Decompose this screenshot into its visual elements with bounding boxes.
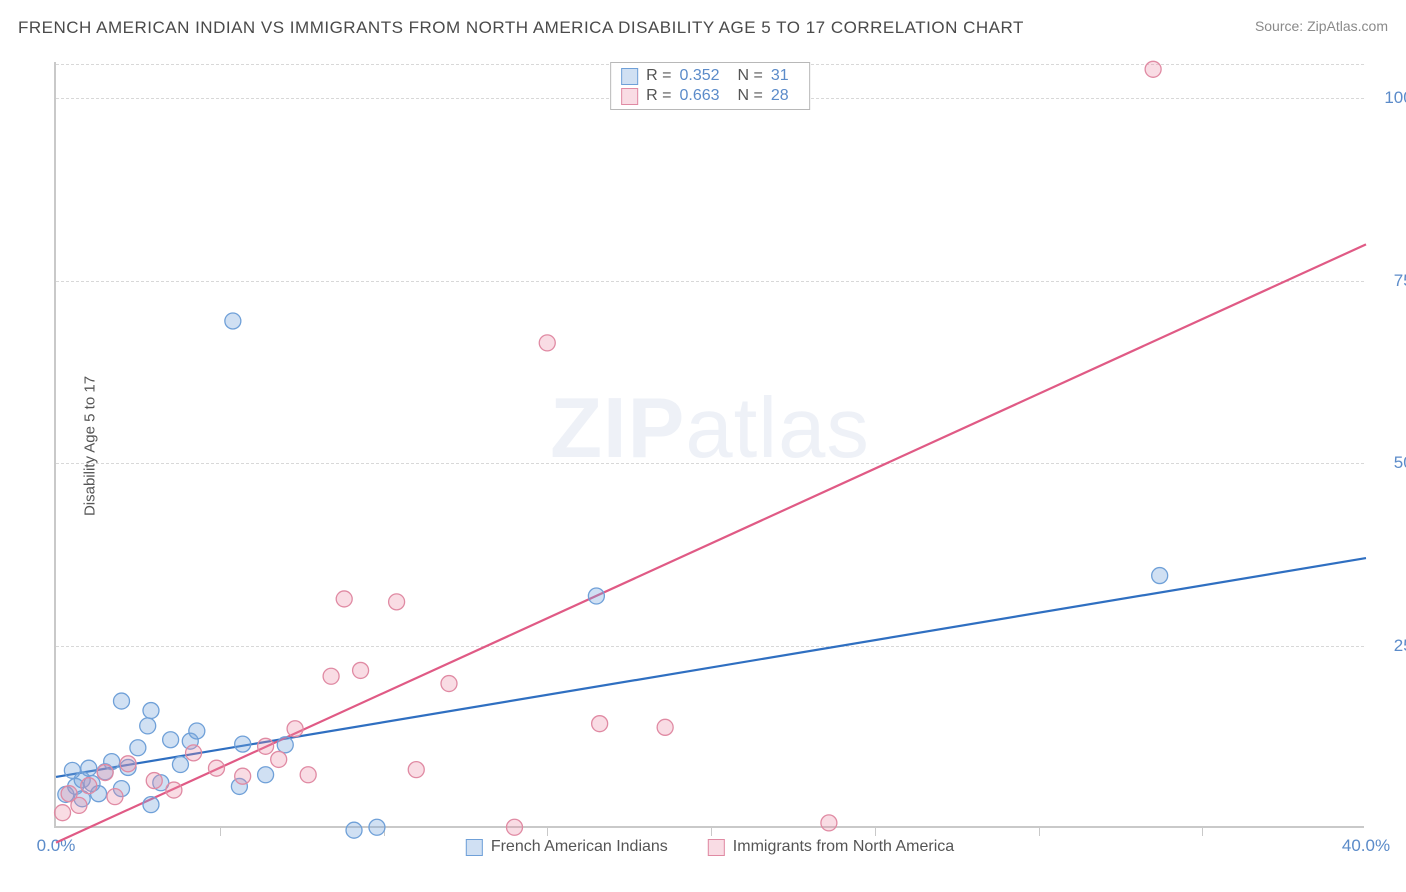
data-point-pink <box>208 760 224 776</box>
series-legend-item-blue: French American Indians <box>466 838 668 856</box>
n-label: N = <box>738 67 763 85</box>
data-point-pink <box>657 719 673 735</box>
data-point-blue <box>225 313 241 329</box>
r-label: R = <box>646 67 671 85</box>
data-point-blue <box>81 760 97 776</box>
y-tick-label: 75.0% <box>1394 271 1406 291</box>
data-point-blue <box>172 757 188 773</box>
data-point-pink <box>539 335 555 351</box>
x-tick <box>220 826 221 836</box>
data-point-pink <box>592 716 608 732</box>
data-point-pink <box>300 767 316 783</box>
data-point-blue <box>1152 568 1168 584</box>
scatter-svg <box>56 62 1364 826</box>
chart-title: FRENCH AMERICAN INDIAN VS IMMIGRANTS FRO… <box>18 18 1024 38</box>
data-point-blue <box>140 718 156 734</box>
x-tick <box>875 826 876 836</box>
data-point-pink <box>389 594 405 610</box>
x-tick <box>1202 826 1203 836</box>
data-point-pink <box>287 721 303 737</box>
data-point-pink <box>336 591 352 607</box>
series-legend-item-pink: Immigrants from North America <box>708 838 954 856</box>
data-point-blue <box>588 588 604 604</box>
data-point-blue <box>163 732 179 748</box>
swatch-pink-icon <box>708 839 725 856</box>
swatch-blue-icon <box>621 68 638 85</box>
y-tick-label: 50.0% <box>1394 453 1406 473</box>
data-point-blue <box>369 819 385 835</box>
chart-source: Source: ZipAtlas.com <box>1255 18 1388 34</box>
data-point-pink <box>1145 61 1161 77</box>
data-point-blue <box>130 740 146 756</box>
data-point-pink <box>120 756 136 772</box>
data-point-pink <box>186 745 202 761</box>
correlation-legend-row-blue: R = 0.352 N = 31 <box>621 67 799 85</box>
data-point-pink <box>258 738 274 754</box>
data-point-pink <box>146 773 162 789</box>
data-point-blue <box>143 703 159 719</box>
data-point-blue <box>277 737 293 753</box>
data-point-blue <box>235 736 251 752</box>
n-value-blue: 31 <box>771 67 799 85</box>
swatch-blue-icon <box>466 839 483 856</box>
data-point-pink <box>235 768 251 784</box>
x-tick <box>547 826 548 836</box>
regression-line-blue <box>56 558 1366 777</box>
x-tick-label: 0.0% <box>37 836 76 856</box>
data-point-pink <box>271 751 287 767</box>
n-value-pink: 28 <box>771 87 799 105</box>
data-point-blue <box>258 767 274 783</box>
series-legend: French American Indians Immigrants from … <box>466 838 954 856</box>
data-point-blue <box>114 693 130 709</box>
data-point-pink <box>408 762 424 778</box>
x-tick <box>711 826 712 836</box>
data-point-pink <box>81 778 97 794</box>
chart-plot-area: ZIPatlas 25.0%50.0%75.0%100.0% 0.0%40.0%… <box>54 62 1364 828</box>
data-point-pink <box>323 668 339 684</box>
data-point-blue <box>346 822 362 838</box>
swatch-pink-icon <box>621 88 638 105</box>
data-point-pink <box>97 765 113 781</box>
data-point-pink <box>107 789 123 805</box>
series-label-blue: French American Indians <box>491 838 668 856</box>
data-point-pink <box>821 815 837 831</box>
x-tick <box>1039 826 1040 836</box>
r-value-pink: 0.663 <box>680 87 730 105</box>
data-point-pink <box>353 662 369 678</box>
data-point-pink <box>166 782 182 798</box>
series-label-pink: Immigrants from North America <box>733 838 954 856</box>
r-value-blue: 0.352 <box>680 67 730 85</box>
data-point-pink <box>507 819 523 835</box>
r-label: R = <box>646 87 671 105</box>
regression-line-pink <box>56 244 1366 842</box>
data-point-pink <box>55 805 71 821</box>
chart-header: FRENCH AMERICAN INDIAN VS IMMIGRANTS FRO… <box>18 18 1388 38</box>
correlation-legend-row-pink: R = 0.663 N = 28 <box>621 87 799 105</box>
y-tick-label: 25.0% <box>1394 636 1406 656</box>
data-point-blue <box>143 797 159 813</box>
data-point-blue <box>189 723 205 739</box>
y-tick-label: 100.0% <box>1384 88 1406 108</box>
correlation-legend: R = 0.352 N = 31 R = 0.663 N = 28 <box>610 62 810 110</box>
n-label: N = <box>738 87 763 105</box>
data-point-pink <box>441 676 457 692</box>
data-point-pink <box>71 797 87 813</box>
x-tick-label: 40.0% <box>1342 836 1390 856</box>
